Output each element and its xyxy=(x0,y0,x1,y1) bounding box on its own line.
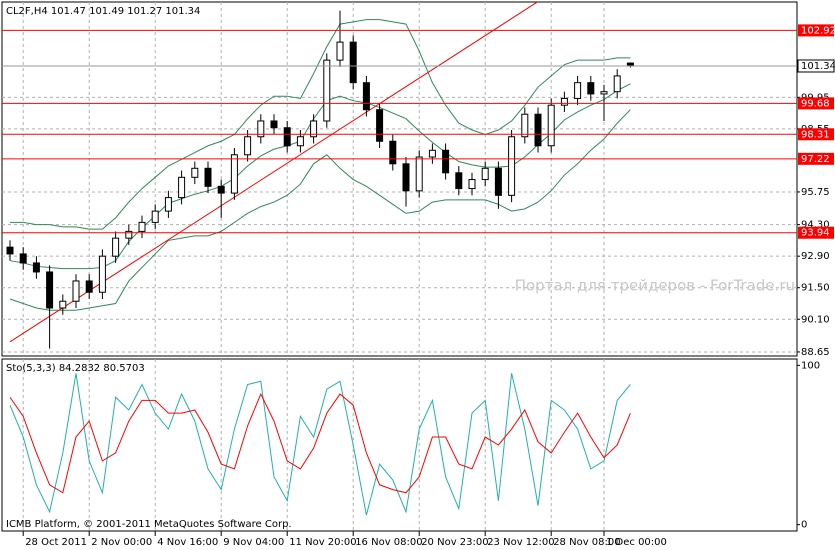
candle-body xyxy=(125,230,133,239)
main-panel xyxy=(1,1,798,357)
level-label: 99.68 xyxy=(801,98,830,109)
candle-body xyxy=(59,300,67,309)
y-tick-label: 88.65 xyxy=(801,347,830,358)
x-tick-label: 11 Nov 20:00 xyxy=(289,537,356,548)
x-tick-label: 1 Dec 00:00 xyxy=(606,537,667,548)
candle-body xyxy=(442,149,450,174)
y-tick-label: 95.75 xyxy=(801,187,830,198)
candle-body xyxy=(72,280,80,302)
candle-body xyxy=(85,280,93,293)
candle-body xyxy=(362,82,370,111)
candle-body xyxy=(19,253,27,264)
candle-body xyxy=(415,156,423,192)
y-tick-label: 0 xyxy=(801,520,807,531)
y-tick-label: 94.30 xyxy=(801,220,830,231)
chart-title: CL2F,H4 101.47 101.49 101.27 101.34 xyxy=(6,6,200,17)
candle-body xyxy=(270,120,278,129)
candle-body xyxy=(257,120,265,138)
y-tick-label: 100 xyxy=(801,360,820,371)
candle-body xyxy=(547,104,555,147)
trendline xyxy=(9,2,539,343)
candle-body xyxy=(455,172,463,190)
band-upper xyxy=(10,19,631,230)
x-tick-label: 20 Nov 23:00 xyxy=(421,537,488,548)
watermark: Портал для трейдеров - ForTrade.ru xyxy=(515,277,795,295)
footer: ICMB Platform, © 2001-2011 MetaQuotes So… xyxy=(6,519,292,530)
candle-body xyxy=(508,136,516,196)
candle-body xyxy=(151,210,159,223)
candle-body xyxy=(112,237,120,257)
candle-body xyxy=(600,91,608,95)
candle-body xyxy=(560,97,568,106)
candle-body xyxy=(32,262,40,273)
candle-body xyxy=(428,149,436,158)
candle-body xyxy=(587,82,595,95)
candle-body xyxy=(283,127,291,147)
candle-body xyxy=(296,136,304,147)
candle-body xyxy=(376,109,384,142)
level-label-box xyxy=(798,152,834,165)
candle-body xyxy=(46,271,54,309)
x-tick-label: 28 Oct 2011 xyxy=(25,537,87,548)
candle-body xyxy=(6,246,14,255)
candle-body xyxy=(574,82,582,99)
candle-body xyxy=(230,154,238,194)
last-price-label: 101.34 xyxy=(801,61,835,72)
candle-body xyxy=(468,179,476,190)
candle-body xyxy=(349,41,357,84)
x-tick-label: 9 Nov 04:00 xyxy=(223,537,284,548)
candle-body xyxy=(191,167,199,178)
level-label-box xyxy=(798,24,834,37)
level-label-box xyxy=(798,97,834,110)
x-tick-label: 28 Nov 08:00 xyxy=(553,537,620,548)
candle-body xyxy=(138,221,146,232)
level-label: 98.31 xyxy=(801,129,830,140)
level-label-box xyxy=(798,226,834,239)
candle-body xyxy=(402,163,410,192)
indicator-panel xyxy=(1,358,798,532)
x-tick-label: 16 Nov 08:00 xyxy=(355,537,422,548)
y-tick-label: 91.50 xyxy=(801,283,830,294)
candle-body xyxy=(204,167,212,187)
level-label: 102.92 xyxy=(801,25,835,36)
indicator-line xyxy=(9,392,631,494)
indicator-title: Sto(5,3,3) 84.2832 80.5703 xyxy=(6,363,145,374)
candle-body xyxy=(613,75,621,93)
candle-body xyxy=(98,255,106,293)
level-label-box xyxy=(798,128,834,141)
level-label: 97.22 xyxy=(801,154,830,165)
candle-body xyxy=(521,113,529,138)
candle-body xyxy=(481,167,489,181)
y-tick-label: 90.10 xyxy=(801,314,830,325)
candle-body xyxy=(389,140,397,165)
last-price-box xyxy=(797,59,835,73)
candle-body xyxy=(534,113,542,147)
x-tick-label: 2 Nov 00:00 xyxy=(91,537,152,548)
candle-body xyxy=(336,41,344,61)
level-label: 93.94 xyxy=(801,228,830,239)
candle-body xyxy=(244,136,252,156)
candle-body xyxy=(178,176,186,199)
candle-body xyxy=(310,120,318,138)
indicator-line xyxy=(9,373,631,516)
candle-body xyxy=(217,185,225,194)
candle-body xyxy=(164,197,172,212)
candle-body xyxy=(323,59,331,122)
x-tick-label: 23 Nov 12:00 xyxy=(487,537,554,548)
x-tick-label: 4 Nov 16:00 xyxy=(157,537,218,548)
y-tick-label: 92.90 xyxy=(801,251,830,262)
candle-body xyxy=(494,167,502,196)
band-middle xyxy=(9,83,631,270)
